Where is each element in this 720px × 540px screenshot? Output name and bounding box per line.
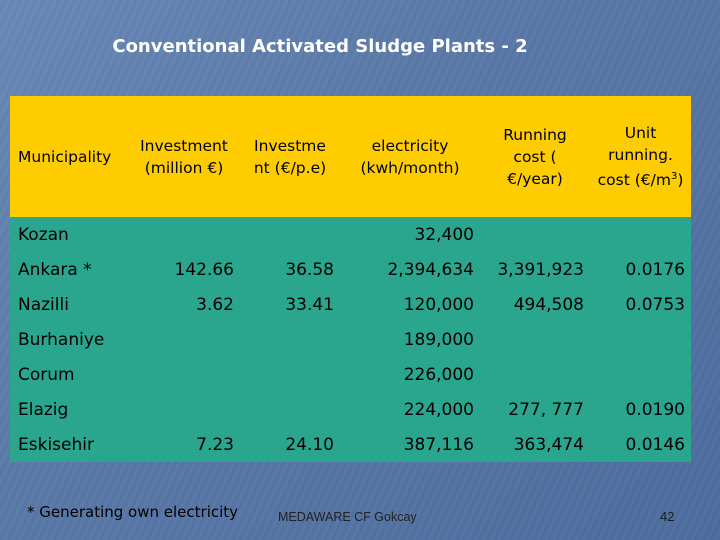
cell-municipality: Elazig [10,392,128,427]
cell-investment-pe: 36.58 [240,252,340,287]
table-row: Burhaniye 189,000 [10,322,691,357]
table-row: Kozan 32,400 [10,217,691,252]
cell-investment [128,392,240,427]
cell-running-cost [480,217,590,252]
cell-municipality: Eskisehir [10,427,128,462]
cell-running-cost: 363,474 [480,427,590,462]
cell-electricity: 189,000 [340,322,480,357]
table-row: Ankara * 142.66 36.58 2,394,634 3,391,923 0.0… [10,252,691,287]
cell-electricity: 387,116 [340,427,480,462]
header-running-cost: Running cost ( €/year) [480,96,590,217]
cell-municipality: Kozan [10,217,128,252]
cell-unit-cost [590,217,691,252]
sludge-plants-table: Municipality Investment (million €) Inve… [10,96,691,462]
cell-investment-pe [240,392,340,427]
header-unit-running-cost-close: ) [677,171,684,190]
cell-electricity: 226,000 [340,357,480,392]
cell-investment [128,357,240,392]
cell-electricity: 32,400 [340,217,480,252]
table-row: Corum 226,000 [10,357,691,392]
cell-electricity: 2,394,634 [340,252,480,287]
footnote: * Generating own electricity [27,503,239,521]
cell-investment-pe: 33.41 [240,287,340,322]
cell-municipality: Burhaniye [10,322,128,357]
header-unit-superscript: 3 [670,170,678,182]
cell-running-cost [480,357,590,392]
table-row: Nazilli 3.62 33.41 120,000 494,508 0.0753 [10,287,691,322]
cell-investment [128,322,240,357]
header-municipality: Municipality [10,96,128,217]
footer-text: MEDAWARE CF Gokcay [278,510,417,524]
header-electricity: electricity (kwh/month) [340,96,480,217]
cell-investment-pe [240,217,340,252]
table-header-row: Municipality Investment (million €) Inve… [10,96,691,217]
cell-investment-pe: 24.10 [240,427,340,462]
cell-investment-pe [240,357,340,392]
cell-running-cost: 3,391,923 [480,252,590,287]
cell-investment-pe [240,322,340,357]
cell-unit-cost [590,322,691,357]
page-number: 42 [660,509,675,524]
cell-investment: 142.66 [128,252,240,287]
cell-unit-cost: 0.0753 [590,287,691,322]
cell-unit-cost: 0.0146 [590,427,691,462]
cell-running-cost: 277, 777 [480,392,590,427]
table-row: Eskisehir 7.23 24.10 387,116 363,474 0.0146 [10,427,691,462]
cell-investment: 7.23 [128,427,240,462]
cell-unit-cost: 0.0176 [590,252,691,287]
cell-running-cost: 494,508 [480,287,590,322]
cell-electricity: 224,000 [340,392,480,427]
cell-unit-cost: 0.0190 [590,392,691,427]
cell-investment [128,217,240,252]
header-unit-running-cost: Unit running. cost (€/m3) [590,96,691,217]
cell-investment: 3.62 [128,287,240,322]
cell-municipality: Ankara * [10,252,128,287]
cell-municipality: Corum [10,357,128,392]
header-unit-running-cost-text: Unit running. cost (€/m [597,123,673,190]
cell-running-cost [480,322,590,357]
header-investment-pe: Investme nt (€/p.e) [240,96,340,217]
slide-title: Conventional Activated Sludge Plants - 2 [112,36,528,57]
cell-municipality: Nazilli [10,287,128,322]
table-row: Elazig 224,000 277, 777 0.0190 [10,392,691,427]
cell-unit-cost [590,357,691,392]
cell-electricity: 120,000 [340,287,480,322]
header-investment: Investment (million €) [128,96,240,217]
